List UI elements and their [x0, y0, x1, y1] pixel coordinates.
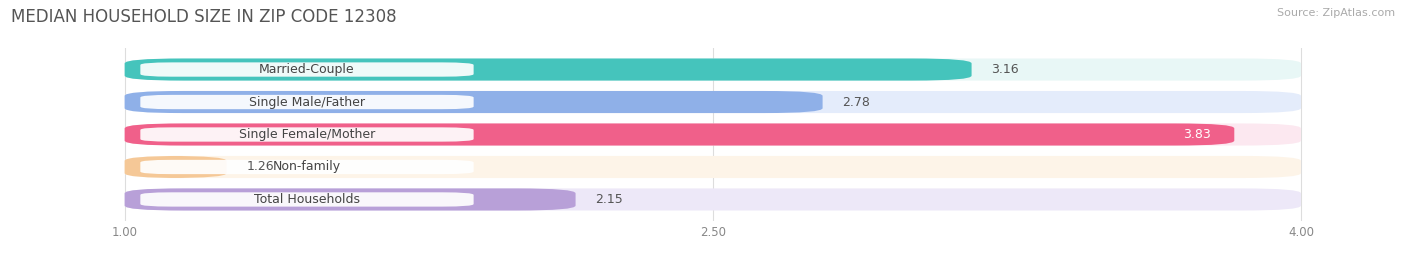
- FancyBboxPatch shape: [125, 188, 575, 211]
- FancyBboxPatch shape: [125, 58, 972, 81]
- FancyBboxPatch shape: [141, 192, 474, 207]
- Text: 3.16: 3.16: [991, 63, 1019, 76]
- FancyBboxPatch shape: [141, 160, 474, 174]
- Text: MEDIAN HOUSEHOLD SIZE IN ZIP CODE 12308: MEDIAN HOUSEHOLD SIZE IN ZIP CODE 12308: [11, 8, 396, 26]
- FancyBboxPatch shape: [141, 95, 474, 109]
- FancyBboxPatch shape: [141, 62, 474, 77]
- Text: Total Households: Total Households: [254, 193, 360, 206]
- FancyBboxPatch shape: [125, 156, 226, 178]
- Text: Married-Couple: Married-Couple: [259, 63, 354, 76]
- FancyBboxPatch shape: [125, 58, 1301, 81]
- Text: 3.83: 3.83: [1182, 128, 1211, 141]
- FancyBboxPatch shape: [125, 91, 823, 113]
- FancyBboxPatch shape: [125, 91, 1301, 113]
- Text: 1.26: 1.26: [246, 161, 274, 174]
- FancyBboxPatch shape: [141, 127, 474, 142]
- Text: Single Female/Mother: Single Female/Mother: [239, 128, 375, 141]
- FancyBboxPatch shape: [125, 123, 1301, 146]
- Text: Source: ZipAtlas.com: Source: ZipAtlas.com: [1277, 8, 1395, 18]
- FancyBboxPatch shape: [125, 156, 1301, 178]
- FancyBboxPatch shape: [125, 188, 1301, 211]
- Text: Non-family: Non-family: [273, 161, 342, 174]
- Text: 2.78: 2.78: [842, 95, 870, 108]
- Text: 2.15: 2.15: [595, 193, 623, 206]
- Text: Single Male/Father: Single Male/Father: [249, 95, 366, 108]
- FancyBboxPatch shape: [125, 123, 1234, 146]
